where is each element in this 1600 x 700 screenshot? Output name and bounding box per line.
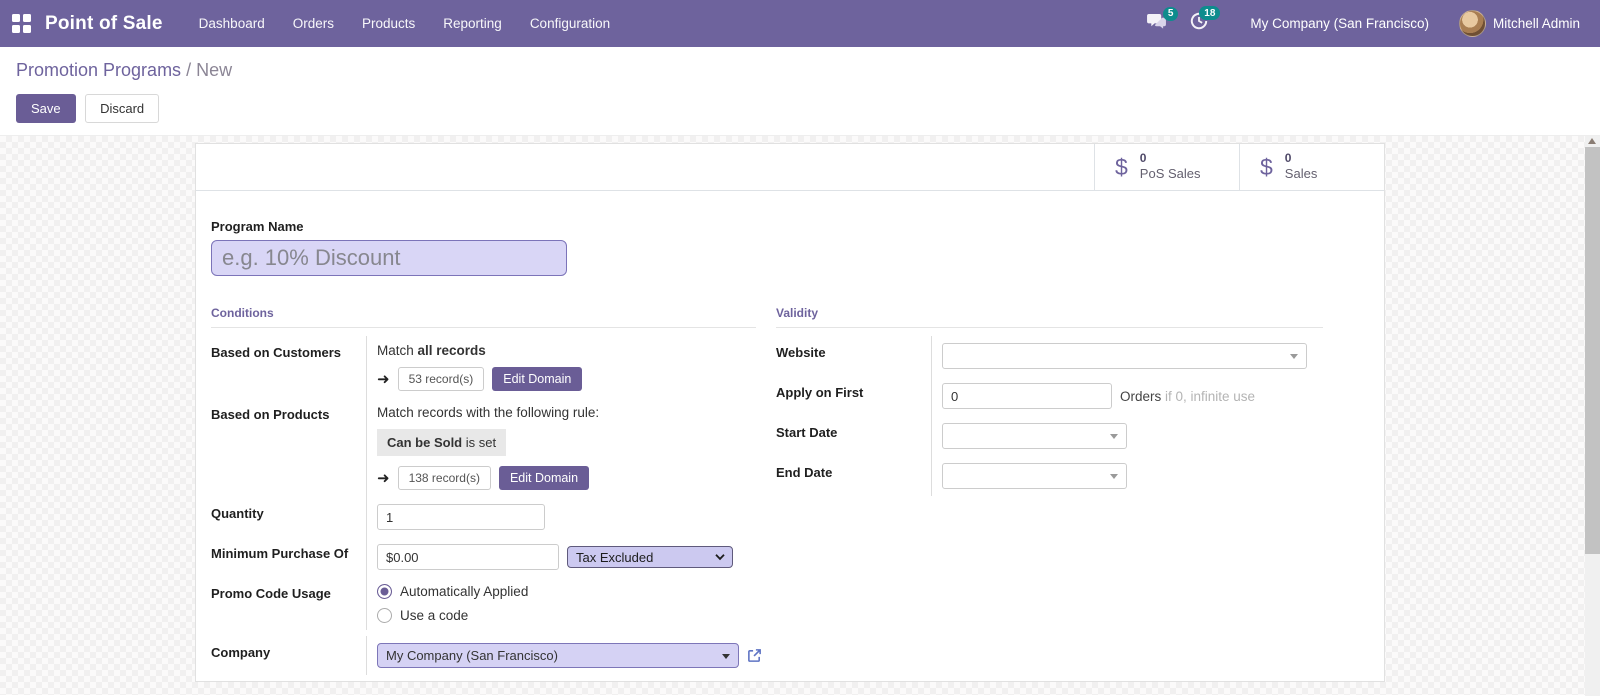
field-row-apply-on-first: Apply on First Orders if 0, infinite use [776, 376, 1323, 416]
clock-icon [1190, 12, 1208, 35]
activities-button[interactable]: 18 [1182, 6, 1221, 41]
website-select[interactable] [942, 343, 1307, 369]
min-purchase-input[interactable] [377, 544, 559, 570]
apply-on-first-label: Apply on First [776, 385, 864, 400]
messages-icon [1147, 13, 1167, 35]
external-link-icon[interactable] [747, 648, 762, 663]
field-row-min-purchase: Minimum Purchase Of Tax Excluded [211, 537, 756, 577]
content-area: $ 0 PoS Sales $ 0 Sales Program Name [0, 135, 1600, 696]
scroll-up-arrow-icon[interactable] [1588, 138, 1596, 144]
field-row-based-on-customers: Based on Customers Match all records ➜ 5… [211, 336, 756, 398]
top-navbar: Point of Sale Dashboard Orders Products … [0, 0, 1600, 47]
breadcrumb-separator: / [186, 60, 192, 80]
caret-down-icon [1110, 434, 1118, 439]
caret-down-icon [1290, 354, 1298, 359]
chevron-down-icon [715, 554, 725, 561]
arrow-right-icon: ➜ [377, 370, 390, 388]
program-name-input[interactable] [211, 240, 567, 276]
dollar-icon: $ [1260, 153, 1273, 180]
field-row-website: Website [776, 336, 1323, 376]
app-title[interactable]: Point of Sale [45, 12, 163, 34]
validity-group: Validity Website Apply on Fir [776, 306, 1323, 675]
min-purchase-label: Minimum Purchase Of [211, 546, 349, 561]
program-name-label: Program Name [211, 219, 304, 234]
apply-on-first-suffix: Orders [1120, 388, 1162, 404]
apply-on-first-hint: if 0, infinite use [1161, 388, 1256, 404]
conditions-title: Conditions [211, 306, 756, 328]
breadcrumb: Promotion Programs / New [16, 60, 1584, 81]
radio-checked-icon[interactable] [377, 584, 392, 599]
pos-sales-count: 0 [1139, 151, 1147, 166]
form-sheet: $ 0 PoS Sales $ 0 Sales Program Name [195, 143, 1385, 682]
validity-title: Validity [776, 306, 1323, 328]
quantity-input[interactable] [377, 504, 545, 530]
activities-badge: 18 [1199, 6, 1221, 20]
products-match-text: Match records with the following rule: [377, 405, 600, 420]
website-label: Website [776, 345, 826, 360]
end-date-label: End Date [776, 465, 833, 480]
user-name: Mitchell Admin [1492, 16, 1580, 31]
radio-use-a-code[interactable]: Use a code [377, 608, 756, 623]
quantity-label: Quantity [211, 506, 264, 521]
messages-button[interactable]: 5 [1139, 6, 1179, 41]
company-label: Company [211, 645, 271, 660]
messages-badge: 5 [1162, 6, 1179, 21]
nav-item-orders[interactable]: Orders [292, 16, 334, 31]
products-edit-domain-button[interactable]: Edit Domain [498, 466, 590, 490]
pos-sales-label: PoS Sales [1139, 166, 1201, 182]
tax-mode-select[interactable]: Tax Excluded [567, 546, 733, 568]
radio-unchecked-icon[interactable] [377, 608, 392, 623]
sales-count: 0 [1284, 151, 1292, 166]
nav-item-products[interactable]: Products [361, 16, 416, 31]
radio-automatically-applied[interactable]: Automatically Applied [377, 584, 756, 599]
sales-label: Sales [1284, 166, 1318, 182]
nav-item-configuration[interactable]: Configuration [529, 16, 611, 31]
field-row-promo-code-usage: Promo Code Usage Automatically Applied U… [211, 577, 756, 630]
field-row-company: Company My Company (San Francisco) [211, 636, 761, 675]
control-panel: Promotion Programs / New Save Discard [0, 47, 1600, 135]
field-row-quantity: Quantity [211, 497, 756, 537]
arrow-right-icon: ➜ [377, 469, 390, 487]
field-row-start-date: Start Date [776, 416, 1323, 456]
customers-match-text: Match all records [377, 343, 486, 358]
conditions-group: Conditions Based on Customers Match all … [211, 306, 761, 675]
stat-button-pos-sales[interactable]: $ 0 PoS Sales [1094, 144, 1239, 190]
products-records-button[interactable]: 138 record(s) [397, 466, 491, 490]
field-row-end-date: End Date [776, 456, 1323, 496]
caret-down-icon [722, 653, 730, 659]
stat-button-strip: $ 0 PoS Sales $ 0 Sales [196, 144, 1384, 191]
scrollbar-thumb[interactable] [1585, 147, 1600, 554]
start-date-select[interactable] [942, 423, 1127, 449]
stat-button-sales[interactable]: $ 0 Sales [1239, 144, 1384, 190]
customers-records-button[interactable]: 53 record(s) [397, 367, 485, 391]
apps-grid-icon[interactable] [12, 14, 31, 33]
tax-mode-value: Tax Excluded [576, 549, 654, 565]
radio-label: Automatically Applied [400, 584, 529, 599]
breadcrumb-current: New [196, 60, 233, 80]
start-date-label: Start Date [776, 425, 838, 440]
user-menu[interactable]: Mitchell Admin [1458, 10, 1586, 37]
based-on-products-label: Based on Products [211, 407, 330, 422]
field-row-based-on-products: Based on Products Match records with the… [211, 398, 756, 497]
promo-code-usage-label: Promo Code Usage [211, 586, 331, 601]
company-value: My Company (San Francisco) [386, 648, 558, 663]
apply-on-first-input[interactable] [942, 383, 1112, 409]
based-on-customers-label: Based on Customers [211, 345, 342, 360]
user-avatar [1458, 10, 1486, 37]
nav-item-dashboard[interactable]: Dashboard [198, 16, 265, 31]
caret-down-icon [1110, 474, 1118, 479]
dollar-icon: $ [1115, 153, 1128, 180]
products-rule-chip[interactable]: Can be Sold is set [377, 429, 507, 456]
customers-edit-domain-button[interactable]: Edit Domain [492, 367, 583, 391]
end-date-select[interactable] [942, 463, 1127, 489]
discard-button[interactable]: Discard [85, 94, 160, 123]
vertical-scrollbar[interactable] [1585, 136, 1600, 696]
company-select[interactable]: My Company (San Francisco) [377, 643, 739, 668]
breadcrumb-parent-link[interactable]: Promotion Programs [16, 60, 182, 80]
company-switcher[interactable]: My Company (San Francisco) [1250, 16, 1429, 31]
save-button[interactable]: Save [16, 94, 76, 123]
radio-label: Use a code [400, 608, 469, 623]
nav-item-reporting[interactable]: Reporting [443, 16, 502, 31]
